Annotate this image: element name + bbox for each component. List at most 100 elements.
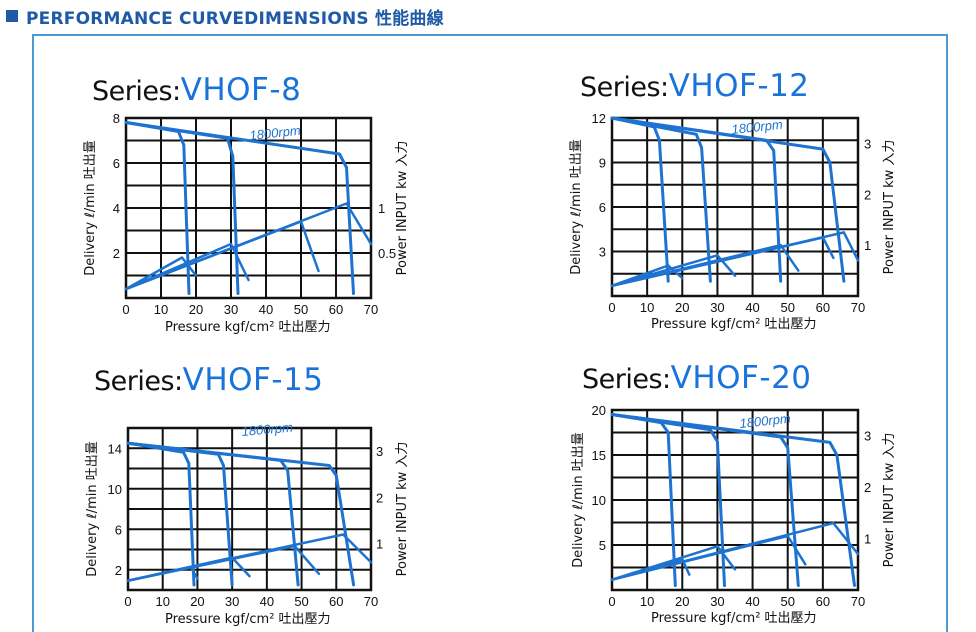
chart-title-prefix: Series: <box>580 72 669 103</box>
power-curve <box>610 521 860 581</box>
x-tick-label: 30 <box>710 300 724 315</box>
x-tick-label: 40 <box>259 302 273 317</box>
x-tick-label: 10 <box>155 594 169 609</box>
power-curve <box>610 545 737 581</box>
x-tick-label: 0 <box>608 300 615 315</box>
charts-frame <box>32 34 948 632</box>
delivery-curve <box>610 116 846 283</box>
rpm-annotation: 1800rpm <box>249 123 302 143</box>
rpm-annotation: 1800rpm <box>739 411 792 431</box>
plot-border <box>126 426 373 592</box>
y2-tick-label: 3 <box>376 444 383 459</box>
y2-tick-label: 0.5 <box>378 246 396 261</box>
x-tick-label: 10 <box>640 594 654 609</box>
chart-title-vhof-12: Series:VHOF-12 <box>580 68 810 104</box>
x-tick-label: 40 <box>745 300 759 315</box>
y-tick-label: 12 <box>592 111 606 126</box>
y2-axis-label: Power INPUT kw 入力 <box>882 140 897 275</box>
y-axis-label: Delivery ℓ/min 吐出量 <box>569 139 584 275</box>
power-curve <box>126 533 373 582</box>
y-tick-label: 15 <box>592 448 606 463</box>
x-axis-label: Pressure kgf/cm² 吐出壓力 <box>651 611 817 626</box>
x-tick-label: 70 <box>364 302 378 317</box>
y-tick-label: 9 <box>599 156 606 171</box>
x-tick-label: 20 <box>675 594 689 609</box>
x-tick-label: 0 <box>122 302 129 317</box>
x-tick-label: 30 <box>224 302 238 317</box>
y-tick-label: 3 <box>599 245 606 260</box>
delivery-curve <box>124 121 355 295</box>
power-curve <box>610 264 684 288</box>
delivery-curve <box>126 441 196 587</box>
y-axis-label: Delivery ℓ/min 吐出量 <box>83 140 98 276</box>
x-tick-label: 20 <box>675 300 689 315</box>
delivery-curve <box>126 441 356 587</box>
x-axis-label: Pressure kgf/cm² 吐出壓力 <box>165 612 331 627</box>
x-tick-label: 30 <box>710 594 724 609</box>
delivery-curve <box>610 413 856 587</box>
y-tick-label: 20 <box>592 403 606 418</box>
power-curve <box>124 202 373 291</box>
y-tick-label: 6 <box>115 522 122 537</box>
y2-tick-label: 2 <box>376 490 383 505</box>
chart-vhof-20: 0 10 20 30 40 50 60 70 5 10 15 20 1 2 3 Pressure kgf/cm… <box>571 403 897 626</box>
chart-title-prefix: Series: <box>94 366 183 397</box>
x-tick-label: 0 <box>608 594 615 609</box>
x-tick-label: 60 <box>816 300 830 315</box>
power-curve <box>124 256 198 291</box>
y2-tick-label: 1 <box>378 201 385 216</box>
y2-axis-label: Power INPUT kw 入力 <box>395 141 410 276</box>
x-tick-label: 60 <box>329 594 343 609</box>
delivery-curve <box>610 116 783 283</box>
chart-title-vhof-15: Series:VHOF-15 <box>94 362 324 398</box>
x-axis-label: Pressure kgf/cm² 吐出壓力 <box>165 320 331 335</box>
delivery-curve <box>610 116 670 283</box>
y2-tick-label: 1 <box>864 238 871 253</box>
y2-tick-label: 1 <box>864 532 871 547</box>
y2-axis-label: Power INPUT kw 入力 <box>395 442 410 577</box>
x-tick-label: 70 <box>364 594 378 609</box>
x-tick-label: 60 <box>816 594 830 609</box>
y2-axis-label: Power INPUT kw 入力 <box>882 433 897 568</box>
delivery-curve <box>126 441 234 587</box>
delivery-curve <box>610 116 712 283</box>
x-tick-label: 60 <box>329 302 343 317</box>
x-axis-label: Pressure kgf/cm² 吐出壓力 <box>651 317 817 332</box>
x-tick-label: 70 <box>851 594 865 609</box>
y-tick-label: 10 <box>592 493 606 508</box>
y-tick-label: 14 <box>108 441 122 456</box>
chart-title-vhof-20: Series:VHOF-20 <box>582 360 812 396</box>
chart-title-model: VHOF-20 <box>670 360 812 396</box>
plot-border <box>610 408 860 592</box>
chart-title-prefix: Series: <box>92 76 181 107</box>
y-tick-label: 8 <box>113 111 120 126</box>
y2-tick-label: 3 <box>864 136 871 151</box>
power-curve <box>610 231 860 288</box>
chart-title-model: VHOF-8 <box>180 72 302 108</box>
chart-title-prefix: Series: <box>582 364 671 395</box>
x-tick-label: 50 <box>780 594 794 609</box>
header-square-icon <box>6 10 18 22</box>
page-header: PERFORMANCE CURVEDIMENSIONS 性能曲線 <box>6 2 444 30</box>
power-curve <box>124 242 250 291</box>
chart-title-vhof-8: Series:VHOF-8 <box>92 72 301 108</box>
x-tick-label: 20 <box>189 302 203 317</box>
y2-tick-label: 1 <box>376 537 383 552</box>
y-tick-label: 4 <box>113 201 120 216</box>
power-curve <box>610 254 737 288</box>
y2-tick-label: 2 <box>864 187 871 202</box>
x-tick-label: 50 <box>294 302 308 317</box>
x-tick-label: 50 <box>294 594 308 609</box>
x-tick-label: 70 <box>851 300 865 315</box>
chart-title-model: VHOF-15 <box>182 362 324 398</box>
y-axis-label: Delivery ℓ/min 吐出量 <box>85 441 100 577</box>
x-tick-label: 50 <box>780 300 794 315</box>
x-tick-label: 40 <box>260 594 274 609</box>
plot-border <box>124 116 373 300</box>
y2-tick-label: 2 <box>864 480 871 495</box>
x-tick-label: 10 <box>640 300 654 315</box>
y-axis-label: Delivery ℓ/min 吐出量 <box>571 432 586 568</box>
plot-border <box>610 116 860 298</box>
